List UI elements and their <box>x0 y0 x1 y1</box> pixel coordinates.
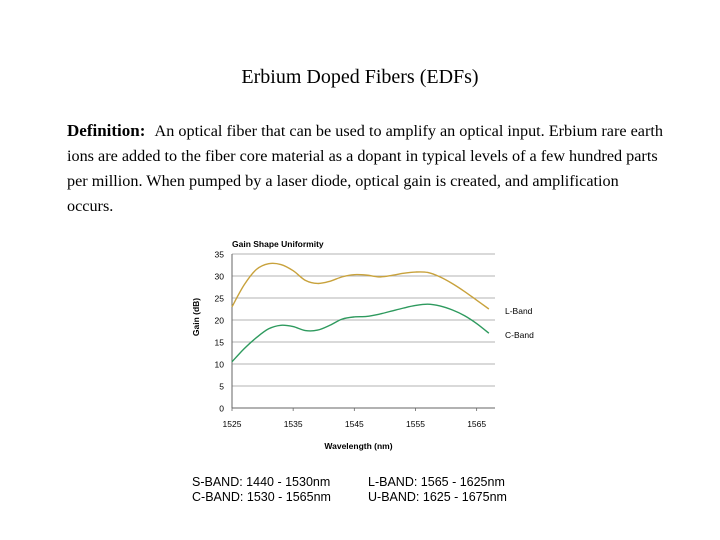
chart-labels: 0 5 10 15 20 25 30 35 1525 1535 1545 1555 1565 L-Band… <box>191 239 534 451</box>
series-line-l-band <box>231 262 490 310</box>
definition-paragraph: Definition: An optical fiber that can be… <box>67 118 667 219</box>
x-tick-label-1535: 1535 <box>284 419 303 429</box>
series-label-c-band: C-Band <box>505 330 534 340</box>
chart-gridlines <box>232 253 495 409</box>
x-tick-label-1545: 1545 <box>345 419 364 429</box>
x-axis-label: Wavelength (nm) <box>324 441 392 451</box>
chart-series <box>231 262 490 363</box>
y-tick-label-10: 10 <box>215 360 225 370</box>
chart-axes <box>231 254 495 411</box>
band-info-c-band: C-BAND: 1530 - 1565nm <box>192 490 331 504</box>
band-info-l-band: L-BAND: 1565 - 1625nm <box>368 475 505 489</box>
series-label-l-band: L-Band <box>505 306 533 316</box>
series-line-c-band <box>231 303 490 363</box>
x-tick-label-1565: 1565 <box>467 419 486 429</box>
x-tick-label-1525: 1525 <box>223 419 242 429</box>
y-tick-label-15: 15 <box>215 338 225 348</box>
band-info-left: S-BAND: 1440 - 1530nm C-BAND: 1530 - 156… <box>192 475 331 505</box>
slide-title: Erbium Doped Fibers (EDFs) <box>241 66 479 88</box>
y-tick-label-0: 0 <box>219 404 224 414</box>
y-tick-label-5: 5 <box>219 382 224 392</box>
chart-title: Gain Shape Uniformity <box>232 239 324 249</box>
definition-text: An optical fiber that can be used to amp… <box>67 122 663 215</box>
y-tick-label-35: 35 <box>215 250 225 260</box>
definition-term: Definition: <box>67 121 146 140</box>
band-info-right: L-BAND: 1565 - 1625nm U-BAND: 1625 - 167… <box>368 475 507 505</box>
y-tick-label-20: 20 <box>215 316 225 326</box>
x-tick-label-1555: 1555 <box>406 419 425 429</box>
band-info-s-band: S-BAND: 1440 - 1530nm <box>192 475 331 489</box>
y-axis-label: Gain (dB) <box>191 298 201 336</box>
band-info-u-band: U-BAND: 1625 - 1675nm <box>368 490 507 504</box>
y-tick-label-25: 25 <box>215 294 225 304</box>
y-tick-label-30: 30 <box>215 272 225 282</box>
